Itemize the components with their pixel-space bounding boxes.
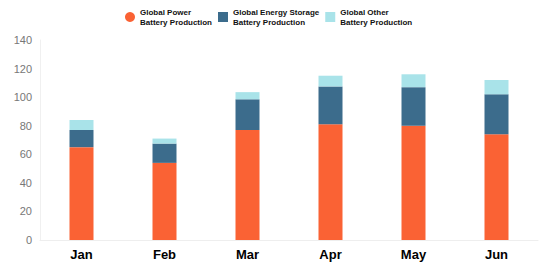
svg-text:Global Other: Global Other <box>340 8 388 17</box>
svg-text:80: 80 <box>20 120 32 132</box>
svg-text:Global Power: Global Power <box>140 8 191 17</box>
svg-text:Battery Production: Battery Production <box>233 18 305 27</box>
svg-text:Mar: Mar <box>236 247 259 262</box>
svg-text:120: 120 <box>14 63 32 75</box>
svg-text:Apr: Apr <box>319 247 341 262</box>
svg-text:Jan: Jan <box>70 247 92 262</box>
svg-text:Global Energy Storage: Global Energy Storage <box>233 8 320 17</box>
svg-text:20: 20 <box>20 205 32 217</box>
svg-text:Battery Production: Battery Production <box>340 18 412 27</box>
svg-text:40: 40 <box>20 177 32 189</box>
svg-text:Feb: Feb <box>153 247 176 262</box>
svg-text:100: 100 <box>14 91 32 103</box>
svg-text:May: May <box>401 247 427 262</box>
svg-text:Battery Production: Battery Production <box>140 18 212 27</box>
svg-text:Jun: Jun <box>485 247 508 262</box>
svg-text:140: 140 <box>14 34 32 46</box>
svg-text:60: 60 <box>20 148 32 160</box>
svg-text:0: 0 <box>26 234 32 246</box>
